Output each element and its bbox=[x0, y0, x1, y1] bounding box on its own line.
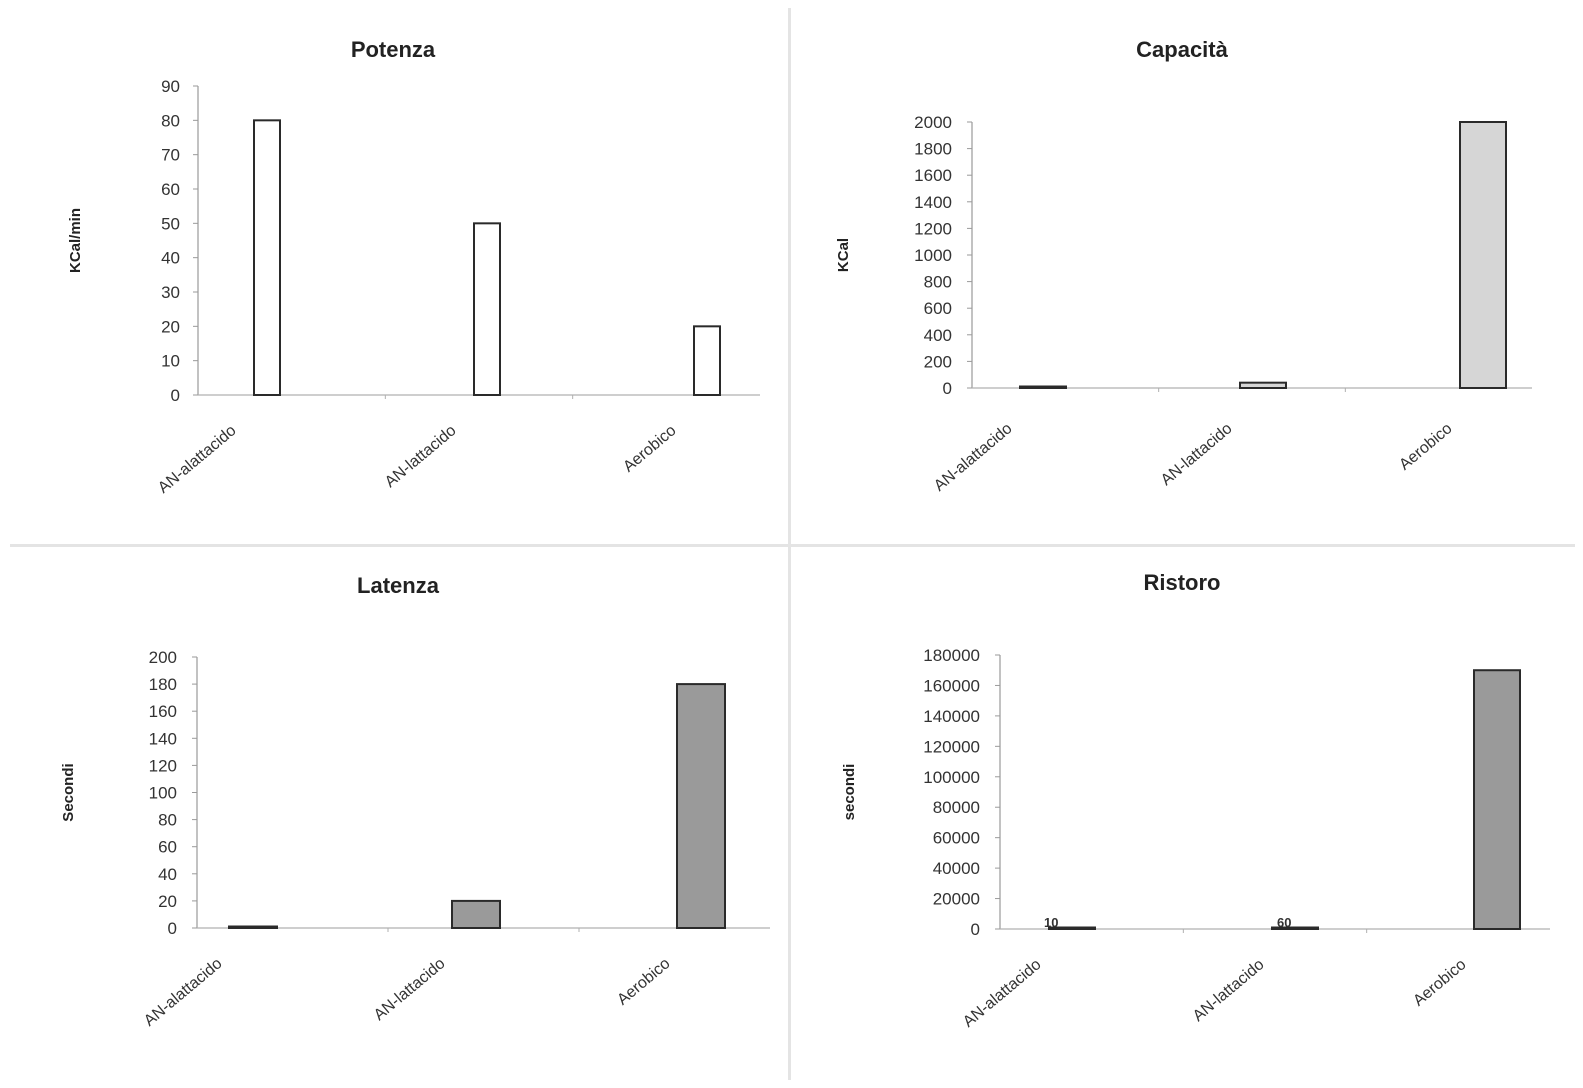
y-tick-label: 60000 bbox=[933, 829, 980, 848]
y-tick-label: 120000 bbox=[923, 737, 980, 756]
y-tick-label: 1600 bbox=[914, 166, 952, 185]
bar-capacita-2 bbox=[1239, 381, 1287, 389]
y-tick-label: 600 bbox=[924, 299, 952, 318]
bar-annotation: 60 bbox=[1277, 915, 1291, 930]
bar-potenza-3 bbox=[693, 325, 721, 397]
y-tick-label: 1200 bbox=[914, 219, 952, 238]
x-category-label: Aerobico bbox=[1396, 420, 1455, 474]
y-tick-label: 60 bbox=[158, 838, 177, 857]
panel-divider-horizontal bbox=[10, 544, 1575, 547]
bar-potenza-1 bbox=[253, 119, 281, 396]
y-tick-label: 100 bbox=[149, 784, 177, 803]
bar-potenza-2 bbox=[473, 222, 501, 396]
y-tick-label: 200 bbox=[924, 352, 952, 371]
bar-ristoro-1 bbox=[1048, 926, 1096, 930]
y-tick-label: 160 bbox=[149, 702, 177, 721]
x-category-label: AN-alattacido bbox=[155, 422, 240, 497]
x-category-label: AN-lattacido bbox=[1158, 420, 1236, 489]
chart-title-potenza: Potenza bbox=[351, 37, 436, 62]
y-tick-label: 0 bbox=[971, 920, 980, 939]
chart-svg-capacita: Capacità KCal 0 200 400 600 800 1000 1200 1400 160… bbox=[835, 37, 1532, 495]
x-category-label: Aerobico bbox=[620, 422, 679, 476]
x-category-label: AN-alattacido bbox=[960, 956, 1045, 1031]
chart-title-capacita: Capacità bbox=[1136, 37, 1228, 62]
bar-capacita-3 bbox=[1459, 121, 1507, 389]
y-tick-label: 180000 bbox=[923, 646, 980, 665]
x-category-label: AN-alattacido bbox=[141, 955, 226, 1030]
bar-capacita-1 bbox=[1019, 385, 1067, 389]
chart-svg-potenza: Potenza KCal/min 0 10 20 30 40 50 60 70 80 90 AN-ala… bbox=[67, 37, 760, 497]
y-tick-label: 180 bbox=[149, 675, 177, 694]
y-tick-label: 40 bbox=[161, 249, 180, 268]
y-tick-label: 80 bbox=[161, 111, 180, 130]
y-tick-label: 120 bbox=[149, 756, 177, 775]
y-tick-label: 400 bbox=[924, 326, 952, 345]
bar-latenza-3 bbox=[676, 683, 726, 929]
y-tick-label: 50 bbox=[161, 214, 180, 233]
y-tick-label: 20000 bbox=[933, 890, 980, 909]
bar-ristoro-2 bbox=[1271, 926, 1319, 930]
y-tick-label: 0 bbox=[943, 379, 952, 398]
y-tick-label: 800 bbox=[924, 273, 952, 292]
y-tick-label: 160000 bbox=[923, 676, 980, 695]
y-tick-label: 30 bbox=[161, 283, 180, 302]
chart-panel-capacita: Capacità KCal 0 200 400 600 800 1000 1200 1400 160… bbox=[790, 0, 1583, 548]
y-tick-label: 1000 bbox=[914, 246, 952, 265]
x-category-label: AN-lattacido bbox=[371, 955, 449, 1024]
y-axis-label-ristoro: secondi bbox=[841, 764, 858, 821]
bar-latenza-2 bbox=[451, 899, 501, 929]
chart-svg-ristoro: Ristoro secondi 0 20000 40000 60000 80000 10000… bbox=[841, 570, 1550, 1031]
y-axis-label-latenza: Secondi bbox=[60, 763, 77, 821]
chart-panel-ristoro: Ristoro secondi 0 20000 40000 60000 80000 10000… bbox=[790, 548, 1583, 1088]
x-category-label: AN-lattacido bbox=[382, 422, 460, 491]
chart-panel-latenza: Latenza Secondi 0 20 40 60 80 100 120 140 160 180 20… bbox=[0, 548, 790, 1088]
bar-annotation: 10 bbox=[1044, 915, 1058, 930]
y-tick-label: 90 bbox=[161, 77, 180, 96]
chart-panel-potenza: Potenza KCal/min 0 10 20 30 40 50 60 70 80 90 AN-ala… bbox=[0, 0, 790, 548]
y-tick-label: 1800 bbox=[914, 140, 952, 159]
bar-ristoro-3 bbox=[1473, 669, 1521, 930]
y-tick-label: 70 bbox=[161, 146, 180, 165]
y-tick-label: 20 bbox=[161, 317, 180, 336]
x-category-label: Aerobico bbox=[614, 955, 673, 1009]
chart-title-ristoro: Ristoro bbox=[1144, 570, 1221, 595]
chart-title-latenza: Latenza bbox=[357, 573, 440, 598]
y-tick-label: 140 bbox=[149, 729, 177, 748]
y-tick-label: 10 bbox=[161, 352, 180, 371]
y-axis-label-potenza: KCal/min bbox=[67, 208, 84, 273]
y-tick-label: 80000 bbox=[933, 798, 980, 817]
x-category-label: Aerobico bbox=[1410, 956, 1469, 1010]
y-tick-label: 100000 bbox=[923, 768, 980, 787]
chart-svg-latenza: Latenza Secondi 0 20 40 60 80 100 120 140 160 180 20… bbox=[60, 573, 770, 1030]
y-tick-label: 40000 bbox=[933, 859, 980, 878]
y-tick-label: 2000 bbox=[914, 113, 952, 132]
y-tick-label: 1400 bbox=[914, 193, 952, 212]
y-tick-label: 80 bbox=[158, 811, 177, 830]
y-tick-label: 0 bbox=[168, 919, 177, 938]
y-tick-label: 200 bbox=[149, 648, 177, 667]
bar-latenza-1 bbox=[228, 925, 278, 929]
y-tick-label: 0 bbox=[171, 386, 180, 405]
x-category-label: AN-lattacido bbox=[1190, 956, 1268, 1025]
y-axis-label-capacita: KCal bbox=[835, 238, 852, 272]
x-category-label: AN-alattacido bbox=[931, 420, 1016, 495]
y-tick-label: 40 bbox=[158, 865, 177, 884]
y-tick-label: 140000 bbox=[923, 707, 980, 726]
y-tick-label: 20 bbox=[158, 892, 177, 911]
y-tick-label: 60 bbox=[161, 180, 180, 199]
